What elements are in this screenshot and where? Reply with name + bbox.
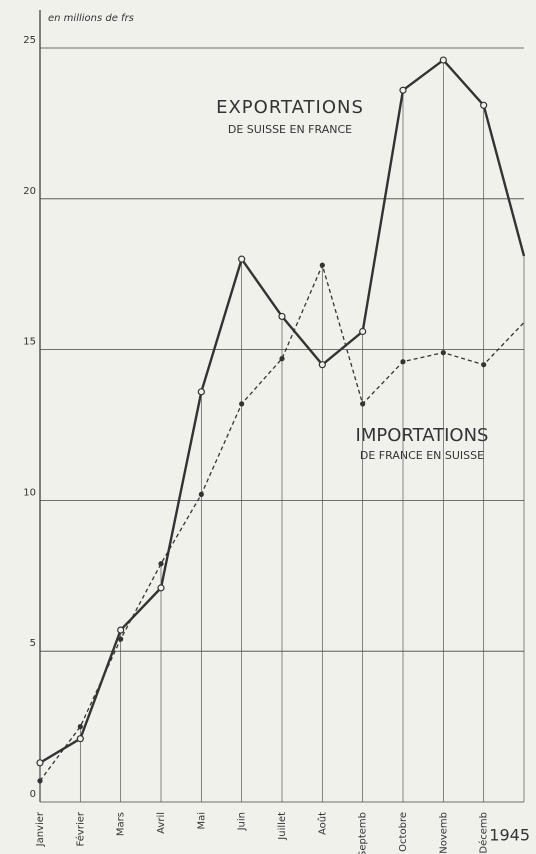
x-tick-label: Août (316, 812, 328, 835)
data-point (359, 327, 367, 336)
data-point (198, 491, 204, 497)
data-point (399, 86, 407, 94)
series-sublabel: DE FRANCE EN SUISSE (360, 449, 484, 462)
data-point (77, 723, 83, 730)
data-point (440, 350, 446, 356)
y-tick-label: 25 (23, 35, 36, 46)
data-point (238, 255, 246, 263)
x-tick-label: Juillet (277, 812, 288, 841)
x-tick-label: Février (74, 811, 86, 846)
series-sublabel: DE SUISSE EN FRANCE (228, 123, 352, 136)
data-point (158, 561, 164, 567)
data-point (118, 636, 124, 642)
x-tick-label: Mai (196, 812, 207, 830)
x-tick-label: Octobre (398, 812, 409, 852)
data-point (239, 401, 245, 407)
data-point (279, 356, 285, 362)
y-axis-label: en millions de frs (48, 13, 134, 24)
data-point (318, 361, 326, 369)
y-tick-label: 0 (30, 789, 36, 800)
data-point (37, 778, 43, 784)
data-point (157, 584, 165, 592)
data-point (481, 362, 487, 368)
data-point (400, 359, 406, 365)
series-label: EXPORTATIONS (216, 97, 364, 118)
y-tick-label: 20 (23, 186, 36, 197)
data-point (360, 401, 366, 407)
data-point (117, 626, 125, 634)
x-tick-label: Juin (237, 812, 248, 831)
data-point (197, 388, 205, 396)
series-label: IMPORTATIONS (356, 425, 489, 446)
year-label: 1945 (489, 826, 530, 845)
x-tick-label: Mars (116, 812, 127, 836)
y-tick-label: 15 (23, 337, 36, 348)
data-point (278, 312, 286, 321)
data-point (36, 759, 44, 767)
data-point (439, 56, 447, 64)
x-tick-label: Janvier (35, 811, 46, 847)
data-point (480, 101, 488, 109)
x-tick-label: Avril (156, 812, 167, 834)
data-point (76, 735, 84, 743)
y-tick-label: 5 (30, 638, 36, 649)
x-tick-label: Décemb (478, 812, 490, 854)
x-tick-label: Novemb (438, 812, 449, 854)
data-point (319, 262, 325, 268)
y-tick-label: 10 (23, 487, 36, 498)
x-tick-label: Septemb (358, 812, 369, 854)
